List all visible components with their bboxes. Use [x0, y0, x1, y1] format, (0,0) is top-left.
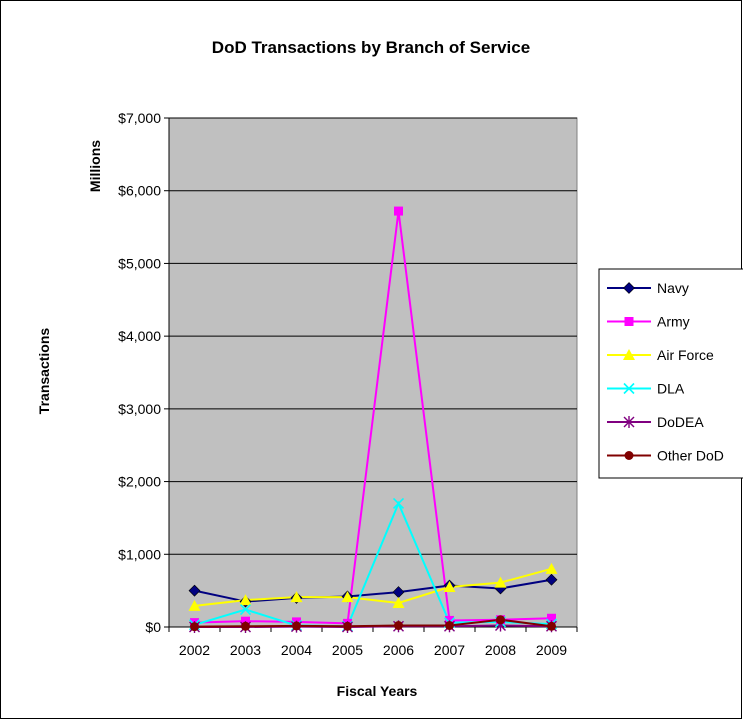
data-point-dla [239, 603, 252, 616]
legend-label-army: Army [657, 314, 690, 330]
y-tick-label: $0 [145, 619, 161, 635]
data-point-air-force [494, 576, 507, 588]
legend-label-other-dod: Other DoD [657, 448, 724, 464]
data-point-air-force [290, 591, 303, 603]
data-point-air-force [188, 599, 201, 611]
legend-label-navy: Navy [657, 280, 689, 296]
data-point-other-dod [241, 621, 250, 631]
legend-box [598, 268, 743, 479]
data-point-army [394, 206, 403, 216]
legend-label-air-force: Air Force [657, 347, 714, 363]
data-point-air-force [341, 591, 354, 603]
x-tick-label: 2003 [230, 642, 261, 658]
data-point-air-force [545, 562, 558, 574]
series-line-navy [194, 578, 552, 603]
gridlines [169, 117, 577, 628]
legend-marker-dla [623, 382, 635, 395]
y-axis-title: Transactions [36, 328, 52, 415]
y-tick-label: $6,000 [118, 183, 161, 199]
data-point-navy [545, 573, 558, 586]
chart-title: DoD Transactions by Branch of Service [212, 38, 530, 57]
data-point-other-dod [292, 621, 301, 631]
x-axis-ticks: 2002 2003 2004 2005 2006 2007 2008 2009 [168, 626, 578, 658]
series-line-air-force [194, 567, 552, 607]
x-tick-label: 2004 [281, 642, 312, 658]
x-axis-title: Fiscal Years [337, 683, 418, 699]
x-tick-label: 2006 [383, 642, 414, 658]
data-point-air-force [239, 594, 252, 606]
y-tick-label: $7,000 [118, 110, 161, 126]
data-point-other-dod [190, 622, 199, 632]
plot-area [168, 117, 578, 628]
x-tick-label: 2005 [332, 642, 363, 658]
y-tick-label: $5,000 [118, 255, 161, 271]
legend: Navy Army Air Force DLA DoDEA Other DoD [598, 268, 743, 479]
data-point-other-dod [394, 621, 403, 631]
data-point-army [547, 613, 556, 623]
x-tick-label: 2007 [434, 642, 465, 658]
legend-marker-navy [623, 282, 635, 294]
series-lines [194, 210, 552, 629]
data-point-air-force [443, 581, 456, 593]
data-point-air-force [392, 597, 405, 609]
data-point-dla [392, 497, 405, 509]
x-tick-label: 2002 [179, 642, 210, 658]
data-point-other-dod [496, 615, 505, 625]
legend-label-dla: DLA [657, 381, 685, 397]
legend-marker-dodea [623, 416, 635, 428]
y-tick-label: $1,000 [118, 546, 161, 562]
y-axis-ticks: $0 $1,000 $2,000 $3,000 $4,000 $5,000 $6,000 $7… [118, 110, 170, 635]
series-markers [188, 206, 558, 633]
x-tick-label: 2008 [485, 642, 516, 658]
y-unit-label: Millions [87, 140, 103, 192]
legend-label-dodea: DoDEA [657, 414, 704, 430]
y-tick-label: $4,000 [118, 328, 161, 344]
series-line-dla [194, 500, 552, 628]
x-tick-label: 2009 [536, 642, 567, 658]
series-line-other-dod [194, 618, 552, 628]
legend-marker-air-force [623, 349, 635, 360]
data-point-other-dod [547, 621, 556, 631]
data-point-other-dod [445, 621, 454, 631]
legend-marker-other-dod [624, 451, 634, 460]
legend-marker-army [624, 317, 634, 326]
data-point-other-dod [343, 621, 352, 631]
y-tick-label: $3,000 [118, 401, 161, 417]
data-point-navy [188, 584, 201, 597]
y-tick-label: $2,000 [118, 474, 161, 490]
